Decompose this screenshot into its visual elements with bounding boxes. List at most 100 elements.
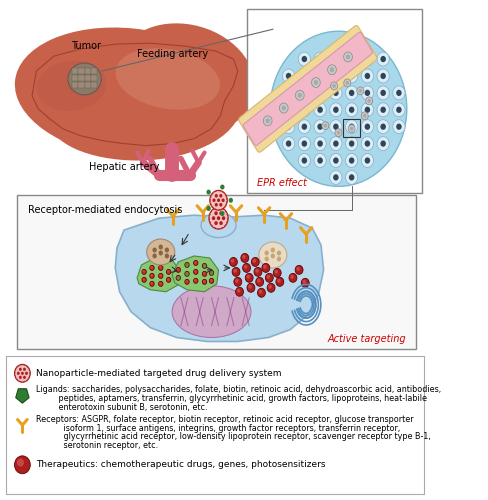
- Circle shape: [19, 376, 22, 379]
- Circle shape: [142, 278, 144, 280]
- Circle shape: [159, 244, 163, 250]
- Circle shape: [185, 272, 189, 276]
- Text: Receptor-mediated endocytosis: Receptor-mediated endocytosis: [28, 205, 182, 215]
- Circle shape: [255, 268, 259, 273]
- Circle shape: [220, 211, 224, 216]
- Circle shape: [302, 90, 307, 96]
- Circle shape: [327, 65, 336, 74]
- Circle shape: [330, 170, 342, 184]
- Circle shape: [265, 274, 273, 282]
- Bar: [91, 75, 97, 81]
- Circle shape: [277, 250, 281, 256]
- Circle shape: [279, 103, 288, 113]
- Circle shape: [203, 272, 207, 276]
- Circle shape: [159, 266, 161, 268]
- Circle shape: [363, 114, 366, 117]
- Circle shape: [166, 270, 171, 274]
- Ellipse shape: [116, 24, 255, 134]
- Circle shape: [346, 86, 358, 100]
- Circle shape: [276, 278, 284, 286]
- Circle shape: [289, 274, 297, 282]
- Circle shape: [301, 278, 309, 287]
- Circle shape: [150, 266, 152, 268]
- Circle shape: [381, 140, 386, 146]
- Circle shape: [212, 216, 215, 220]
- Circle shape: [349, 158, 354, 164]
- Circle shape: [246, 274, 250, 278]
- Text: serotonin receptor, etc.: serotonin receptor, etc.: [37, 442, 159, 450]
- Circle shape: [150, 282, 152, 284]
- Circle shape: [361, 86, 373, 100]
- Circle shape: [254, 268, 262, 276]
- Bar: [84, 82, 91, 88]
- Circle shape: [273, 268, 281, 278]
- Circle shape: [314, 69, 326, 83]
- Text: Tumor: Tumor: [71, 41, 102, 51]
- Circle shape: [377, 120, 389, 134]
- Circle shape: [159, 274, 163, 278]
- Circle shape: [311, 78, 320, 88]
- Circle shape: [365, 73, 370, 79]
- Circle shape: [314, 154, 326, 168]
- Circle shape: [337, 130, 340, 134]
- Circle shape: [283, 69, 295, 83]
- Circle shape: [317, 158, 323, 164]
- Circle shape: [298, 93, 302, 98]
- Circle shape: [365, 158, 370, 164]
- FancyBboxPatch shape: [6, 356, 424, 494]
- Circle shape: [322, 122, 329, 130]
- Text: isoform 1, surface antigens, integrins, growth factor receptors, transferrin rec: isoform 1, surface antigens, integrins, …: [37, 424, 401, 432]
- Polygon shape: [172, 256, 219, 292]
- Circle shape: [150, 274, 152, 276]
- Circle shape: [286, 124, 291, 130]
- Circle shape: [333, 124, 339, 130]
- FancyBboxPatch shape: [17, 196, 416, 350]
- Circle shape: [314, 120, 326, 134]
- Circle shape: [277, 278, 281, 282]
- Circle shape: [303, 280, 306, 283]
- Circle shape: [332, 84, 336, 88]
- Ellipse shape: [68, 63, 101, 95]
- Circle shape: [396, 106, 402, 113]
- Circle shape: [266, 274, 270, 278]
- Circle shape: [265, 118, 270, 124]
- Circle shape: [377, 52, 389, 66]
- Circle shape: [330, 136, 342, 150]
- Ellipse shape: [172, 286, 251, 338]
- Bar: [79, 82, 84, 88]
- Circle shape: [333, 73, 339, 79]
- Circle shape: [346, 52, 358, 66]
- Circle shape: [298, 69, 310, 83]
- Circle shape: [302, 106, 307, 113]
- Circle shape: [295, 266, 303, 274]
- Circle shape: [236, 288, 244, 296]
- Circle shape: [298, 120, 310, 134]
- Circle shape: [217, 198, 220, 202]
- Circle shape: [295, 90, 304, 101]
- Circle shape: [346, 103, 358, 117]
- Circle shape: [349, 124, 354, 130]
- Circle shape: [219, 203, 223, 206]
- Circle shape: [176, 276, 181, 280]
- Circle shape: [185, 263, 187, 266]
- Circle shape: [203, 272, 205, 274]
- Bar: [79, 68, 84, 74]
- Circle shape: [317, 106, 323, 113]
- Circle shape: [150, 266, 154, 270]
- Circle shape: [206, 206, 211, 211]
- Circle shape: [381, 56, 386, 62]
- Circle shape: [203, 280, 207, 284]
- Circle shape: [348, 124, 355, 132]
- Circle shape: [361, 154, 373, 168]
- Circle shape: [142, 270, 144, 272]
- Text: Therapeutics: chemotherapeutic drugs, genes, photosensitizers: Therapeutics: chemotherapeutic drugs, ge…: [37, 460, 326, 469]
- Ellipse shape: [201, 212, 236, 238]
- Circle shape: [333, 106, 339, 113]
- Polygon shape: [137, 258, 181, 292]
- Circle shape: [257, 278, 261, 282]
- Circle shape: [251, 258, 259, 266]
- Circle shape: [361, 112, 368, 120]
- Circle shape: [194, 270, 196, 272]
- Circle shape: [235, 278, 239, 282]
- Text: Ligands: saccharides, polysaccharides, folate, biotin, retinoic acid, dehydroasc: Ligands: saccharides, polysaccharides, f…: [37, 384, 442, 394]
